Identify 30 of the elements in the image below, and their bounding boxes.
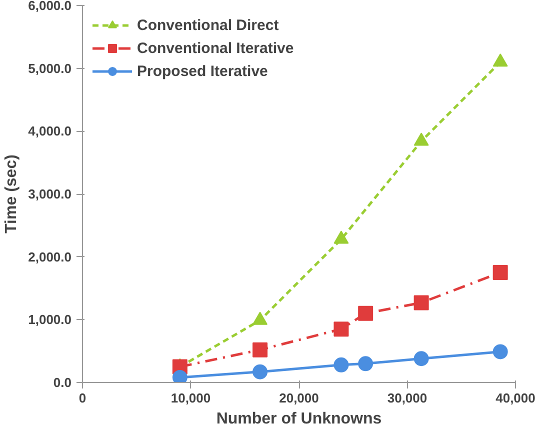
x-tick-label: 10,000 xyxy=(170,390,211,406)
y-tick-label: 4,000.0 xyxy=(28,124,72,139)
point xyxy=(334,322,349,337)
point xyxy=(358,306,374,321)
point xyxy=(334,230,349,244)
x-tick-label: 20,000 xyxy=(279,390,319,406)
legend-label: Conventional Iterative xyxy=(137,40,294,56)
point xyxy=(252,364,268,380)
point xyxy=(358,356,374,372)
point xyxy=(252,342,268,358)
point xyxy=(492,265,508,280)
point xyxy=(492,344,508,360)
legend-label: Conventional Direct xyxy=(137,16,279,34)
point xyxy=(334,357,349,372)
y-tick-label: 0.0 xyxy=(53,375,72,390)
x-tick-label: 0 xyxy=(78,390,86,406)
y-tick-label: 3,000.0 xyxy=(28,186,72,202)
point xyxy=(492,53,508,67)
y-axis-title: Time (sec) xyxy=(3,154,20,234)
point xyxy=(414,351,429,366)
legend-label: Proposed Iterative xyxy=(137,62,268,80)
y-tick-label: 1,000.0 xyxy=(28,312,72,328)
y-tick-label: 6,000.0 xyxy=(28,0,72,13)
point xyxy=(414,295,429,310)
point xyxy=(414,132,429,146)
x-axis-title: Number of Unknowns xyxy=(216,410,382,428)
x-tick-label: 30,000 xyxy=(387,390,428,406)
y-tick-label: 5,000.0 xyxy=(28,60,72,76)
x-tick-label: 40,000 xyxy=(496,390,536,406)
y-tick-label: 2,000.0 xyxy=(28,249,72,264)
